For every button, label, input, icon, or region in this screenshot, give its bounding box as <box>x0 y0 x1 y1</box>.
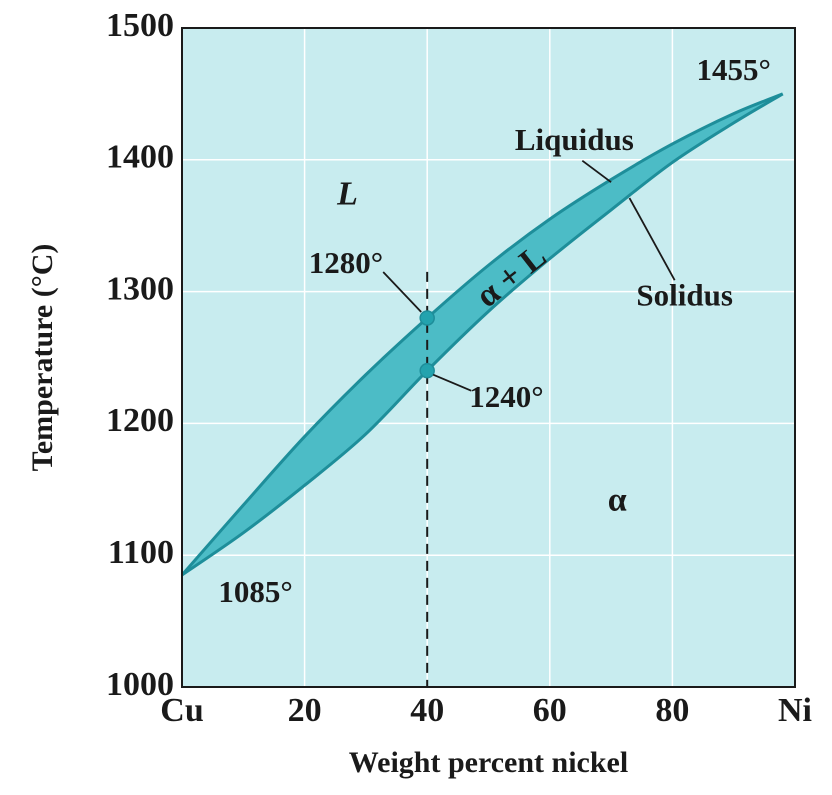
two-phase-region <box>182 93 783 575</box>
y-tick-label: 1100 <box>108 534 174 571</box>
liquidus-leader <box>581 159 612 183</box>
point-markers <box>419 310 435 379</box>
region-label: α <box>608 481 627 518</box>
point-label: 1240° <box>469 379 543 414</box>
y-tick-label: 1200 <box>106 402 174 439</box>
y-tick-label: 1400 <box>106 139 174 176</box>
annotation-1455: 1455° <box>696 52 770 87</box>
annotations: 1280° 1240° 1455° 1085° Liquidus Solidus <box>218 52 771 609</box>
leader-line <box>382 271 422 313</box>
x-tick-label: 40 <box>410 692 444 729</box>
point-marker <box>419 310 435 326</box>
y-tick-label: 1300 <box>106 270 174 307</box>
x-tick-label: Ni <box>778 692 812 729</box>
x-tick-label: Cu <box>160 692 203 729</box>
x-tick-label: 60 <box>533 692 567 729</box>
x-tick-label: 80 <box>655 692 689 729</box>
solidus-line <box>181 92 784 577</box>
y-tick-label: 1500 <box>106 7 174 44</box>
x-axis-label: Weight percent nickel <box>349 746 628 779</box>
liquidus-line <box>180 92 784 576</box>
leader-line <box>432 373 472 392</box>
region-label: L <box>336 176 358 213</box>
y-tick-labels: 1000 1100 1200 1300 1400 1500 <box>106 7 174 703</box>
liquidus-label: Liquidus <box>515 122 634 157</box>
leader-lines <box>382 159 676 392</box>
point-marker <box>419 362 435 379</box>
point-label: 1280° <box>309 245 383 280</box>
annotation-1085: 1085° <box>218 574 292 609</box>
solidus-leader <box>628 197 676 281</box>
x-tick-label: 20 <box>288 692 322 729</box>
x-tick-labels: Cu 20 40 60 80 Ni <box>160 692 812 729</box>
y-tick-label: 1000 <box>106 666 174 703</box>
y-axis-label: Temperature (°C) <box>26 244 59 472</box>
solidus-label: Solidus <box>636 277 733 312</box>
plot-frame <box>181 27 796 688</box>
